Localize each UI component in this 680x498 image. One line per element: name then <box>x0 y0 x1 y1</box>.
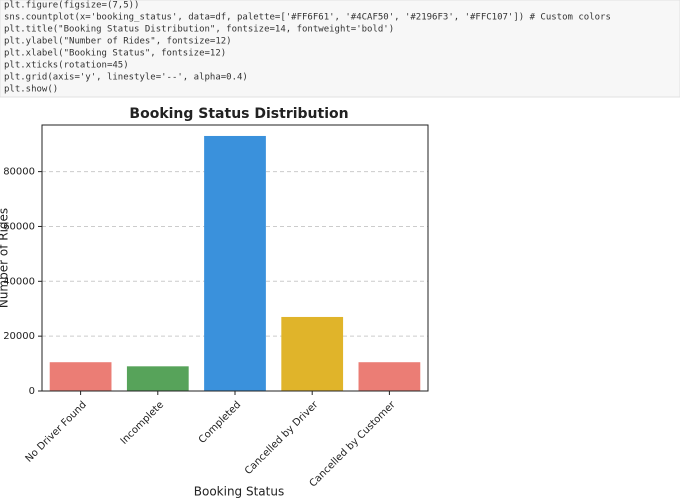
y-tick-label: 60000 <box>3 221 35 232</box>
code-line: plt.xlabel("Booking Status", fontsize=12… <box>4 49 226 59</box>
bar <box>281 316 344 391</box>
code-line: sns.countplot(x='booking_status', data=d… <box>4 13 611 23</box>
code-line: plt.ylabel("Number of Rides", fontsize=1… <box>4 37 232 47</box>
code-line: plt.show() <box>4 85 58 95</box>
y-tick-label: 80000 <box>3 167 35 178</box>
bar <box>49 362 112 391</box>
y-tick-label: 0 <box>29 386 35 397</box>
x-tick-label: No Driver Found <box>24 399 89 464</box>
x-tick-label: Incomplete <box>119 399 166 446</box>
code-line: plt.title("Booking Status Distribution",… <box>4 25 394 35</box>
y-axis-label: Number of Rides <box>0 208 11 308</box>
code-line: plt.grid(axis='y', linestyle='--', alpha… <box>4 73 248 83</box>
code-cell <box>0 0 680 98</box>
x-axis-label: Booking Status <box>194 485 284 498</box>
chart-title: Booking Status Distribution <box>129 106 348 122</box>
code-line: plt.figure(figsize=(7,5)) <box>4 1 139 11</box>
x-tick-label: Cancelled by Customer <box>308 399 399 490</box>
y-tick-label: 40000 <box>3 276 35 287</box>
x-tick-label: Cancelled by Driver <box>243 399 321 477</box>
bar <box>358 362 421 391</box>
bar <box>126 366 189 391</box>
bar <box>204 135 266 391</box>
x-tick-label: Completed <box>197 399 243 445</box>
code-line: plt.xticks(rotation=45) <box>4 61 129 71</box>
axes-frame <box>41 124 429 392</box>
y-tick-label: 20000 <box>3 331 35 342</box>
